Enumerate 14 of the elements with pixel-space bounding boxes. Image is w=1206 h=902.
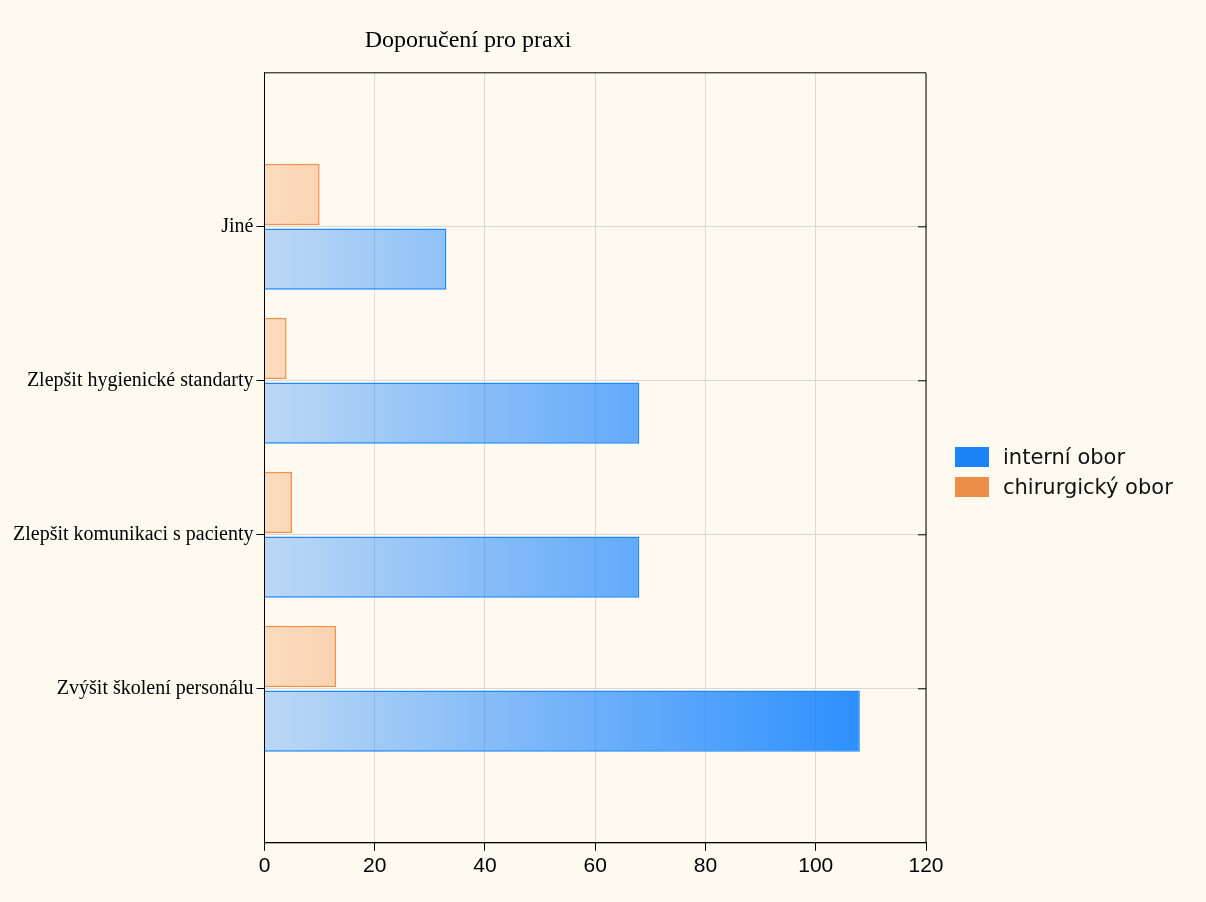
- y-tick-label: Jiné: [221, 214, 254, 237]
- x-tick-label: 80: [693, 853, 718, 877]
- x-tick-label: 0: [258, 853, 271, 877]
- legend-label: chirurgický obor: [1003, 475, 1173, 499]
- y-tick-label: Zlepšit komunikaci s pacienty: [13, 522, 254, 546]
- x-tick-label: 120: [908, 853, 944, 877]
- x-tick-label: 20: [363, 853, 387, 877]
- legend-label: interní obor: [1003, 445, 1126, 469]
- x-tick-label: 60: [583, 853, 607, 877]
- x-tick-label: 40: [473, 853, 497, 877]
- y-tick-label: Zvýšit školení personálu: [56, 676, 254, 700]
- chart-title: Doporučení pro praxi: [364, 25, 572, 52]
- x-tick-label: 100: [798, 853, 834, 877]
- y-tick-label: Zlepšit hygienické standarty: [26, 368, 254, 392]
